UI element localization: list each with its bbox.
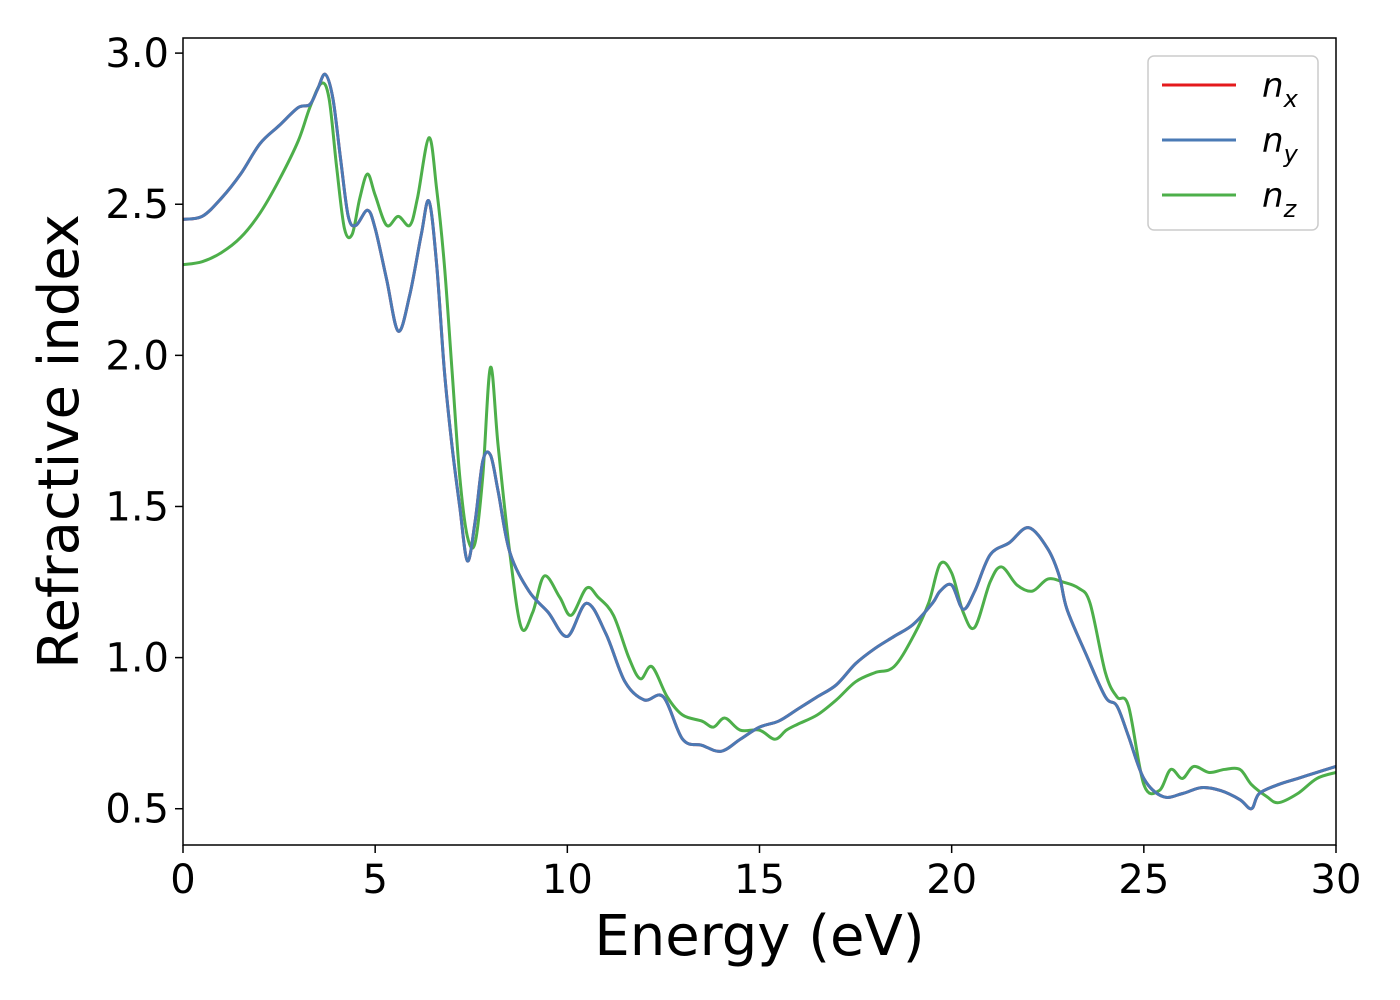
legend-label-base: n (1262, 176, 1284, 216)
y-axis-label: Refractive index (27, 214, 92, 669)
legend-label-z: nz (1262, 176, 1298, 223)
y-tick-label: 2.0 (105, 333, 169, 379)
legend-label-subscript: z (1283, 195, 1298, 223)
legend-label-subscript: x (1283, 85, 1299, 113)
x-tick-label: 5 (362, 857, 387, 903)
series-lines (183, 72, 1336, 811)
x-tick-label: 10 (542, 857, 593, 903)
y-tick-label: 2.5 (105, 182, 169, 228)
x-tick-label: 30 (1311, 857, 1362, 903)
x-tick-label: 20 (926, 857, 977, 903)
series-line-y (183, 72, 1336, 811)
legend-label-base: n (1262, 66, 1284, 106)
y-tick-label: 3.0 (105, 31, 169, 77)
x-tick-label: 25 (1118, 857, 1169, 903)
legend-label-x: nx (1262, 66, 1299, 113)
series-line-z (183, 81, 1336, 805)
y-tick-label: 1.0 (105, 636, 169, 682)
y-tick-label: 1.5 (105, 484, 169, 530)
x-tick-label: 15 (734, 857, 785, 903)
legend-label-subscript: y (1283, 140, 1299, 168)
x-tick-label: 0 (170, 857, 195, 903)
legend-label-base: n (1262, 121, 1284, 161)
x-axis-label: Energy (eV) (594, 904, 924, 969)
y-tick-label: 0.5 (105, 787, 169, 833)
axis-ticks: 0 5 10 15 20 25 30 0.5 1.0 1.5 2.0 2.5 3.0 (105, 31, 1361, 903)
legend-box (1147, 55, 1319, 231)
legend-label-y: ny (1262, 121, 1299, 168)
